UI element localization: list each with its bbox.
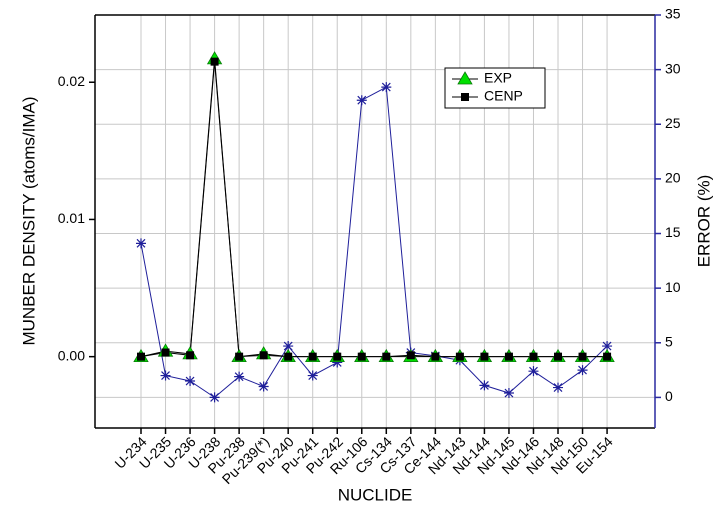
marker bbox=[210, 57, 219, 66]
marker bbox=[406, 351, 415, 360]
marker bbox=[504, 352, 513, 361]
y-axis-label: MUNBER DENSITY (atoms/IMA) bbox=[19, 96, 38, 345]
x-axis-label: NUCLIDE bbox=[338, 485, 413, 504]
series-line bbox=[140, 86, 608, 399]
y2-tick-label: 15 bbox=[665, 224, 681, 240]
marker bbox=[137, 352, 145, 361]
marker bbox=[357, 352, 366, 361]
marker bbox=[381, 82, 392, 93]
marker bbox=[258, 381, 269, 392]
marker bbox=[160, 370, 171, 381]
marker bbox=[284, 352, 293, 361]
marker bbox=[455, 352, 464, 361]
legend-box bbox=[444, 67, 546, 109]
marker bbox=[332, 357, 343, 368]
marker bbox=[577, 365, 588, 376]
y-tick-label: 0.00 bbox=[58, 347, 85, 363]
marker bbox=[333, 352, 342, 361]
marker bbox=[234, 371, 245, 382]
y2-tick-label: 10 bbox=[665, 279, 681, 295]
marker bbox=[528, 366, 539, 377]
marker bbox=[209, 392, 220, 403]
legend-label: CENP bbox=[484, 88, 523, 104]
marker bbox=[308, 352, 317, 361]
y2-tick-label: 5 bbox=[665, 333, 673, 349]
y2-axis-label: ERROR (%) bbox=[694, 175, 713, 268]
marker bbox=[529, 352, 538, 361]
marker bbox=[185, 376, 196, 387]
y2-tick-label: 0 bbox=[665, 388, 673, 404]
marker bbox=[461, 93, 469, 101]
marker bbox=[186, 351, 195, 360]
marker bbox=[235, 352, 244, 361]
marker bbox=[480, 352, 489, 361]
y-tick-label: 0.02 bbox=[58, 73, 85, 89]
legend-label: EXP bbox=[484, 70, 512, 86]
marker bbox=[553, 382, 564, 393]
marker bbox=[554, 352, 563, 361]
marker bbox=[161, 348, 170, 357]
marker bbox=[457, 71, 473, 85]
marker bbox=[382, 352, 391, 361]
marker bbox=[578, 352, 587, 361]
marker bbox=[259, 351, 268, 360]
marker bbox=[479, 380, 490, 391]
marker bbox=[603, 352, 612, 361]
y2-tick-label: 25 bbox=[665, 115, 681, 131]
legend: EXP CENP bbox=[444, 67, 546, 109]
marker bbox=[307, 370, 318, 381]
marker bbox=[136, 238, 146, 249]
marker bbox=[503, 388, 514, 399]
marker bbox=[283, 341, 294, 352]
y2-tick-label: 35 bbox=[665, 6, 681, 22]
marker bbox=[602, 341, 613, 352]
marker bbox=[356, 95, 367, 106]
y2-tick-label: 20 bbox=[665, 170, 681, 186]
y-tick-label: 0.01 bbox=[58, 210, 85, 226]
marker bbox=[431, 352, 440, 361]
y2-tick-label: 30 bbox=[665, 60, 681, 76]
